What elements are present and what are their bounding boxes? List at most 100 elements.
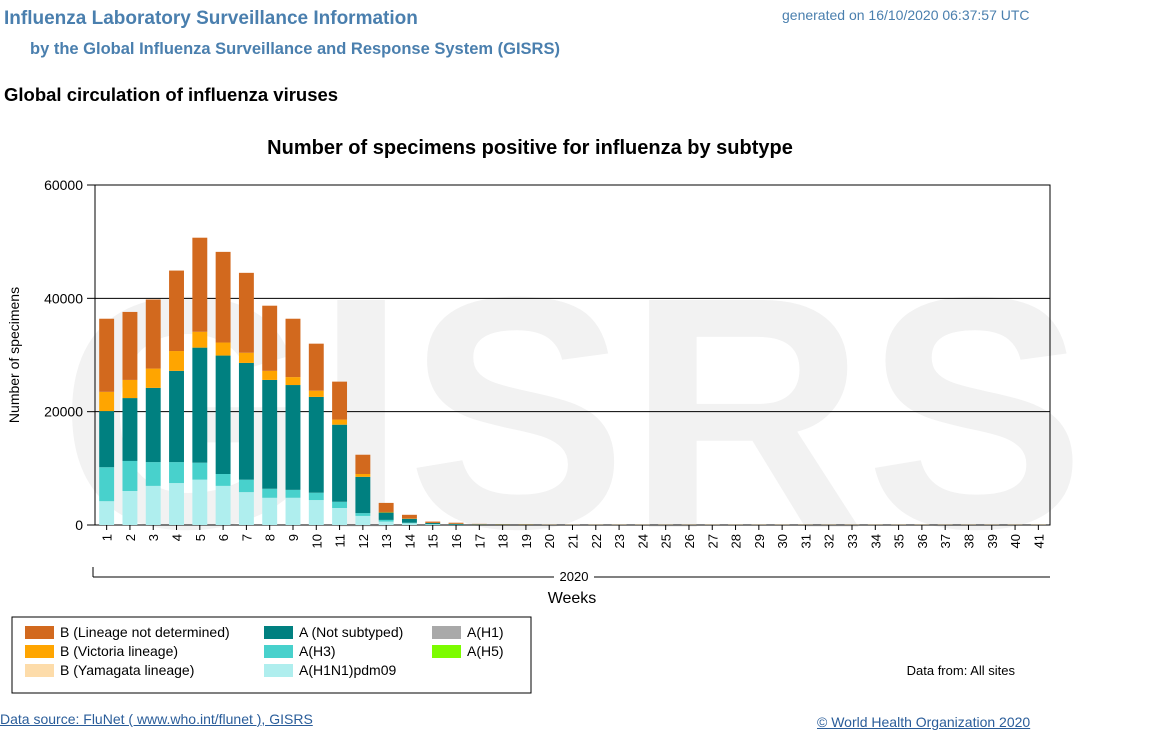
bar-segment <box>192 347 208 463</box>
bar-segment <box>262 379 278 489</box>
x-tick-label: 28 <box>729 534 744 548</box>
bar-segment <box>169 351 184 371</box>
bar-segment <box>99 411 115 468</box>
bar-segment <box>378 502 394 512</box>
bar-segment <box>378 511 394 513</box>
bar-segment <box>215 342 231 356</box>
bar-segment <box>355 513 371 516</box>
bar-segment <box>332 508 348 525</box>
bar-segment <box>238 272 254 353</box>
generated-time: generated on 16/10/2020 06:37:57 UTC <box>782 7 1030 23</box>
legend-label: A(H1) <box>467 624 504 640</box>
bar-segment <box>238 362 254 480</box>
bar-segment <box>192 479 208 525</box>
bar-segment <box>145 462 161 486</box>
bar-segment <box>145 485 161 525</box>
x-tick-label: 9 <box>286 534 301 541</box>
x-tick-label: 7 <box>239 534 254 541</box>
chart: GISRS Number of specimens positive for i… <box>6 137 1085 694</box>
x-tick-label: 22 <box>589 534 604 548</box>
bar-segment <box>99 467 115 502</box>
bar-segment <box>285 385 301 490</box>
bar-segment <box>262 488 278 498</box>
bar-segment <box>308 343 324 391</box>
bar-segment <box>401 518 417 523</box>
x-tick-label: 11 <box>333 534 348 548</box>
bar-segment <box>448 522 464 524</box>
bar-segment <box>192 331 208 348</box>
bar-segment <box>332 424 348 502</box>
x-tick-label: 3 <box>146 534 161 541</box>
bar-segment <box>262 370 278 380</box>
bar-segment <box>215 355 231 474</box>
bar-segment <box>332 419 348 425</box>
bar-segment <box>169 462 184 484</box>
bar-segment <box>448 523 464 525</box>
bar-segment <box>285 489 301 498</box>
y-tick-label: 40000 <box>44 290 83 306</box>
x-tick-label: 27 <box>705 534 720 548</box>
bar-segment <box>355 476 371 514</box>
legend-swatch <box>25 645 54 658</box>
bar-segment <box>401 522 417 524</box>
bar-segment <box>401 514 417 519</box>
bar-segment <box>122 398 138 461</box>
bar-segment <box>285 318 301 378</box>
bar-segment <box>308 396 324 493</box>
bar-segment <box>122 379 138 399</box>
bar-segment <box>308 500 324 525</box>
bar-segment <box>192 237 208 332</box>
x-tick-label: 37 <box>938 534 953 548</box>
x-group-label-bg <box>554 568 594 584</box>
data-from-note: Data from: All sites <box>907 663 1016 678</box>
legend-label: B (Lineage not determined) <box>60 624 230 640</box>
legend-swatch <box>264 664 293 677</box>
bar-segment <box>378 519 394 522</box>
bar-segment <box>378 521 394 525</box>
bar-segment <box>215 474 231 486</box>
bar-segment <box>215 485 231 525</box>
x-tick-label: 8 <box>263 534 278 541</box>
bar-segment <box>308 492 324 501</box>
legend-label: A (Not subtyped) <box>299 624 403 640</box>
x-tick-label: 26 <box>682 534 697 548</box>
legend-swatch <box>432 645 461 658</box>
source-link[interactable]: Data source: FluNet ( www.who.int/flunet… <box>0 711 313 727</box>
x-tick-label: 36 <box>915 534 930 548</box>
bar-segment <box>238 492 254 525</box>
bar-segment <box>145 368 161 388</box>
bar-segment <box>425 521 441 523</box>
x-tick-label: 33 <box>845 534 860 548</box>
x-tick-label: 35 <box>892 534 907 548</box>
x-tick-label: 17 <box>472 534 487 548</box>
bar-segment <box>285 497 301 525</box>
x-tick-label: 14 <box>402 534 417 548</box>
x-tick-label: 29 <box>752 534 767 548</box>
x-tick-label: 21 <box>566 534 581 548</box>
bar-segment <box>192 462 208 480</box>
page-subtitle: by the Global Influenza Surveillance and… <box>30 40 560 58</box>
copyright-link[interactable]: © World Health Organization 2020 <box>817 714 1031 730</box>
bar-segment <box>285 377 301 386</box>
bar-segment <box>99 391 115 412</box>
bar-segment <box>425 523 441 525</box>
x-tick-label: 6 <box>216 534 231 541</box>
bar-segment <box>355 454 371 474</box>
x-tick-label: 41 <box>1031 534 1046 548</box>
bar-segment <box>122 311 138 380</box>
bar-segment <box>145 299 161 369</box>
x-tick-label: 25 <box>659 534 674 548</box>
x-tick-label: 16 <box>449 534 464 548</box>
legend-label: B (Victoria lineage) <box>60 643 178 659</box>
y-tick-label: 20000 <box>44 404 83 420</box>
x-axis-title: Weeks <box>548 590 597 607</box>
legend-label: A(H1N1)pdm09 <box>299 662 396 678</box>
x-tick-label: 38 <box>961 534 976 548</box>
x-tick-label: 39 <box>985 534 1000 548</box>
bar-segment <box>122 491 138 525</box>
bar-segment <box>122 460 138 491</box>
y-axis-title: Number of specimens <box>6 287 22 423</box>
bar-segment <box>262 305 278 371</box>
x-tick-label: 30 <box>775 534 790 548</box>
